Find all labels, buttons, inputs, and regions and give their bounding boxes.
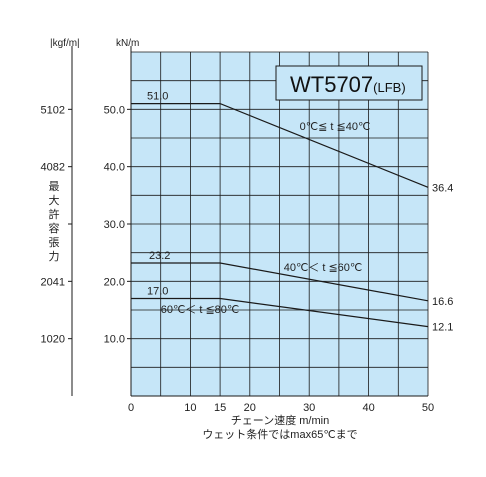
chart-title-suffix: (LFB) [373,80,406,95]
y-tick-label: 10.0 [104,334,125,346]
series-name-label: 40℃＜ t ≦60℃ [284,262,363,274]
chart-title-main: WT5707 [290,72,373,97]
y-axis-label-char: 最 [49,180,60,193]
series-end-label: 36.4 [432,182,453,194]
y-tick-label: 40.0 [104,162,125,174]
y-axis-label-char: 張 [49,236,60,249]
x-tick-label: 0 [128,402,134,414]
series-start-label: 51.0 [147,91,168,103]
chart-note: ウェット条件ではmax65℃まで [202,427,357,441]
kgf-tick-label: 1020 [41,334,65,346]
kgf-tick-label: 2041 [41,276,65,288]
x-tick-label: 15 [214,402,226,414]
y-axis-label-char: 許 [49,208,60,221]
y-axis-label-char: 力 [49,250,60,263]
x-axis-label: チェーン速度 m/min [231,413,329,427]
y-axis-label-char: 容 [49,221,60,235]
x-tick-label: 20 [244,402,256,414]
y-tick-label: 50.0 [104,104,125,116]
series-line [131,297,429,328]
series-end-label: 12.1 [432,322,453,334]
x-tick-label: 10 [184,402,196,414]
series-end-label: 16.6 [432,296,453,308]
y-tick-label: 20.0 [104,276,125,288]
y-tick-label: 30.0 [104,219,125,231]
x-tick-label: 50 [422,402,434,414]
chart-title: WT5707(LFB) [290,72,406,97]
series-line [131,102,429,188]
series-line [131,262,429,302]
kgf-tick-label: 4082 [41,162,65,174]
series-name-label: 60℃＜ t ≦80℃ [161,304,240,316]
kgf-tick-label: 5102 [41,104,65,116]
series-start-label: 23.2 [149,250,170,262]
y-axis-label-char: 大 [49,193,60,207]
series-name-label: 0℃≦ t ≦40℃ [300,121,371,133]
unit-kn-label: kN/m [116,38,139,49]
title-box [275,65,423,101]
series-start-label: 17.0 [147,286,168,298]
x-tick-label: 40 [362,402,374,414]
x-tick-label: 30 [303,402,315,414]
unit-kgf-label: |kgf/m| [50,38,80,49]
